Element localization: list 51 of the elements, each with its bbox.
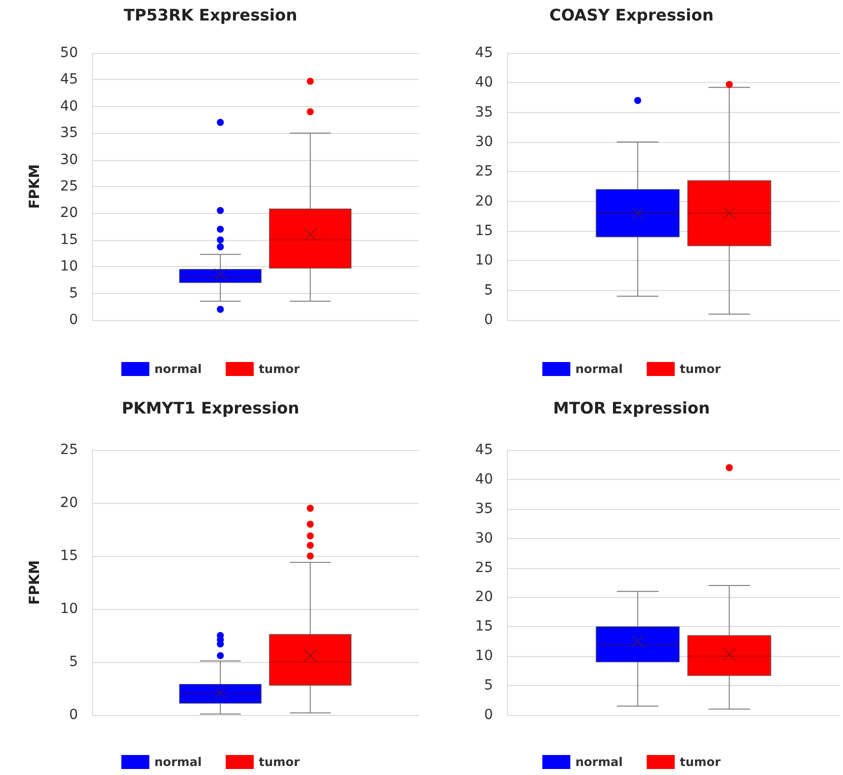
legend-label: tumor bbox=[258, 362, 300, 376]
legend-label: normal bbox=[575, 362, 623, 376]
chart-title: TP53RK Expression bbox=[124, 6, 298, 24]
y-tick-label: 15 bbox=[475, 618, 493, 635]
y-tick-label: 10 bbox=[60, 601, 78, 617]
y-tick-label: 10 bbox=[60, 258, 78, 275]
y-tick-label: 30 bbox=[60, 152, 78, 168]
y-tick-label: 20 bbox=[60, 495, 78, 511]
y-tick-label: 20 bbox=[475, 193, 493, 210]
y-tick-label: 10 bbox=[475, 252, 493, 269]
y-tick-label: 15 bbox=[60, 232, 78, 248]
y-tick-label: 25 bbox=[60, 442, 78, 458]
y-axis-title: FPKM bbox=[27, 164, 43, 209]
chart-title: COASY Expression bbox=[549, 6, 714, 24]
y-tick-label: 5 bbox=[484, 678, 493, 694]
y-tick-label: 45 bbox=[475, 442, 493, 458]
chart-title: MTOR Expression bbox=[553, 398, 710, 418]
legend-label: normal bbox=[154, 755, 202, 769]
chart-title: PKMYT1 Expression bbox=[122, 398, 300, 418]
y-tick-label: 5 bbox=[484, 282, 493, 298]
y-tick-label: 15 bbox=[475, 223, 493, 239]
y-tick-label: 20 bbox=[475, 589, 493, 606]
y-tick-label: 35 bbox=[60, 125, 78, 142]
y-tick-label: 0 bbox=[69, 312, 78, 328]
y-tick-label: 25 bbox=[475, 164, 493, 180]
y-tick-label: 10 bbox=[475, 648, 493, 664]
y-tick-label: 25 bbox=[475, 560, 493, 576]
y-tick-label: 25 bbox=[60, 178, 78, 194]
legend-label: tumor bbox=[680, 755, 721, 769]
y-tick-label: 45 bbox=[60, 72, 78, 88]
legend-label: tumor bbox=[680, 362, 721, 376]
legend-label: normal bbox=[154, 362, 202, 376]
y-tick-label: 40 bbox=[60, 98, 78, 114]
y-tick-label: 15 bbox=[60, 548, 78, 564]
y-tick-label: 0 bbox=[69, 707, 78, 723]
legend-label: tumor bbox=[258, 755, 300, 769]
y-tick-label: 5 bbox=[69, 285, 78, 302]
y-axis-title: FPKM bbox=[27, 560, 43, 605]
y-tick-label: 50 bbox=[60, 45, 78, 61]
y-tick-label: 30 bbox=[475, 530, 493, 546]
y-tick-label: 0 bbox=[484, 707, 493, 723]
y-tick-label: 30 bbox=[475, 134, 493, 150]
y-tick-label: 5 bbox=[69, 654, 78, 670]
y-tick-label: 20 bbox=[60, 205, 78, 222]
y-tick-label: 45 bbox=[475, 45, 493, 61]
y-tick-label: 35 bbox=[475, 500, 493, 517]
legend-label: normal bbox=[575, 755, 623, 769]
y-tick-label: 35 bbox=[475, 104, 493, 120]
y-tick-label: 40 bbox=[475, 74, 493, 91]
y-tick-label: 40 bbox=[475, 471, 493, 488]
y-tick-label: 0 bbox=[484, 312, 493, 328]
